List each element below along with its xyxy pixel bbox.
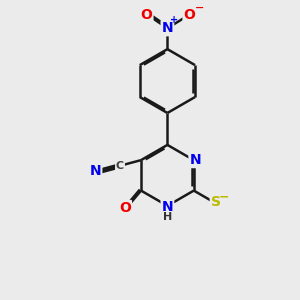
Text: S: S bbox=[211, 195, 221, 209]
Text: +: + bbox=[170, 15, 178, 25]
Text: C: C bbox=[116, 161, 124, 171]
Text: O: O bbox=[141, 8, 152, 22]
Text: O: O bbox=[119, 201, 131, 215]
Text: N: N bbox=[162, 200, 173, 214]
Text: −: − bbox=[219, 190, 230, 203]
Text: N: N bbox=[189, 153, 201, 167]
Text: O: O bbox=[184, 8, 195, 22]
Text: −: − bbox=[195, 3, 204, 13]
Text: N: N bbox=[90, 164, 101, 178]
Text: H: H bbox=[163, 212, 172, 222]
Text: N: N bbox=[162, 21, 173, 35]
